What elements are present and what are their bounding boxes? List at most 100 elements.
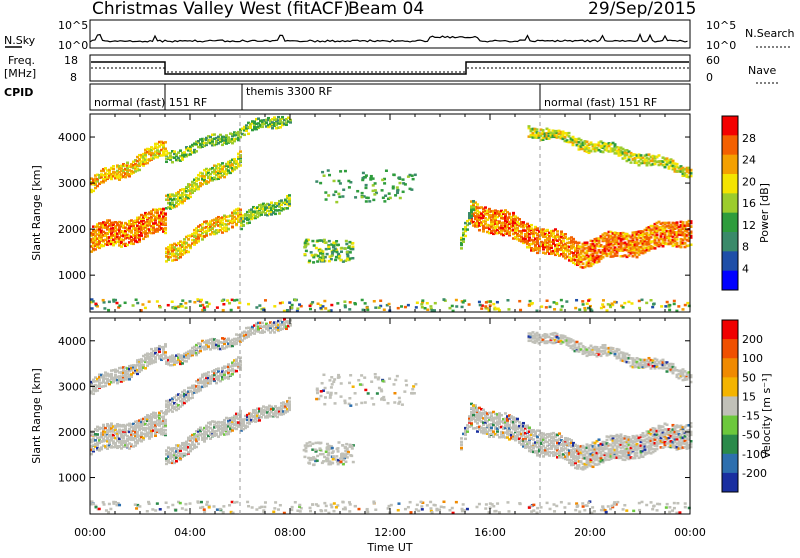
colorbar-tick: 20 [742,175,756,188]
range-gate-cell [242,224,245,227]
range-gate-cell [582,303,585,306]
nave-tick-top: 60 [706,54,720,67]
range-gate-cell [576,250,579,253]
range-gate-cell [388,192,391,195]
range-gate-cell [274,213,277,216]
range-gate-cell [508,212,511,215]
range-gate-cell [120,222,123,225]
range-gate-cell [201,172,204,175]
cpid-segment-3: normal (fast) 151 RF [544,96,657,109]
range-gate-cell [265,122,268,125]
range-gate-cell [191,441,194,444]
range-gate-cell [335,201,338,204]
range-gate-cell [588,147,591,150]
range-gate-cell [221,300,224,303]
range-gate-cell [536,252,539,255]
range-gate-cell [91,307,94,310]
range-gate-cell [400,305,403,308]
range-gate-cell [462,301,465,304]
range-gate-cell [528,125,531,128]
freq-tick-bottom: 8 [70,71,77,84]
range-gate-cell [673,303,676,306]
range-gate-cell [203,306,206,309]
range-gate-cell [164,148,167,151]
range-gate-cell [334,259,337,262]
range-gate-cell [227,169,230,172]
range-gate-cell [601,303,604,306]
range-gate-cell [96,433,99,436]
range-gate-cell [264,299,267,302]
range-gate-cell [553,308,556,311]
range-gate-cell [197,443,200,446]
range-gate-cell [451,305,454,308]
range-gate-cell [164,217,167,220]
range-gate-cell [323,174,326,177]
range-gate-cell [223,374,226,377]
range-gate-cell [288,194,291,197]
range-gate-cell [94,439,97,442]
range-gate-cell [396,189,399,192]
range-gate-cell [92,393,95,396]
range-gate-cell [658,154,661,157]
range-gate-cell [323,239,326,242]
range-gate-cell [124,427,127,430]
range-gate-cell [104,385,107,388]
range-gate-cell [484,206,487,209]
colorbar-swatch [722,251,738,271]
range-gate-cell [130,375,133,378]
range-gate-cell [239,364,242,367]
range-gate-cell [246,425,249,428]
range-gate-cell [366,306,369,309]
range-gate-cell [381,189,384,192]
range-gate-cell [345,240,348,243]
range-gate-cell [630,302,633,305]
range-gate-cell [321,171,324,174]
range-gate-cell [148,300,151,303]
range-gate-cell [560,299,563,302]
range-gate-cell [664,166,667,169]
range-gate-cell [217,345,220,348]
range-gate-cell [581,300,584,303]
range-gate-cell [223,176,226,179]
range-gate-cell [362,172,365,175]
range-gate-cell [564,233,567,236]
range-gate-cell [326,253,329,256]
cpid-segment-1: normal (fast) 151 RF [94,96,207,109]
range-gate-cell [336,244,339,247]
range-gate-cell [239,150,242,153]
range-gate-cell [146,162,149,165]
range-gate-cell [664,239,667,242]
range-gate-cell [317,302,320,305]
range-gate-cell [185,360,188,363]
range-gate-cell [146,235,149,238]
colorbar-tick: 4 [742,262,749,275]
range-gate-cell [555,303,558,306]
range-gate-cell [552,232,555,235]
range-gate-cell [197,240,200,243]
range-gate-cell [335,240,338,243]
range-gate-cell [280,199,283,202]
range-gate-cell [126,244,129,247]
range-gate-cell [247,303,250,306]
range-gate-cell [462,238,465,241]
range-gate-cell [162,150,165,153]
range-gate-cell [269,331,272,334]
range-gate-cell [286,309,289,312]
ytick-label: 3000 [58,177,86,190]
range-gate-cell [365,196,368,199]
range-gate-cell [197,188,200,191]
range-gate-cell [383,308,386,311]
range-gate-cell [351,242,354,245]
range-gate-cell [315,180,318,183]
range-gate-cell [308,260,311,263]
range-gate-cell [470,211,473,214]
range-gate-cell [279,302,282,305]
range-gate-cell [311,301,314,304]
range-gate-cell [154,356,157,359]
range-gate-cell [344,170,347,173]
range-gate-cell [132,225,135,228]
power-colorbar-label: Power [dB] [758,183,771,243]
range-gate-cell [415,306,418,309]
range-gate-cell [479,304,482,307]
